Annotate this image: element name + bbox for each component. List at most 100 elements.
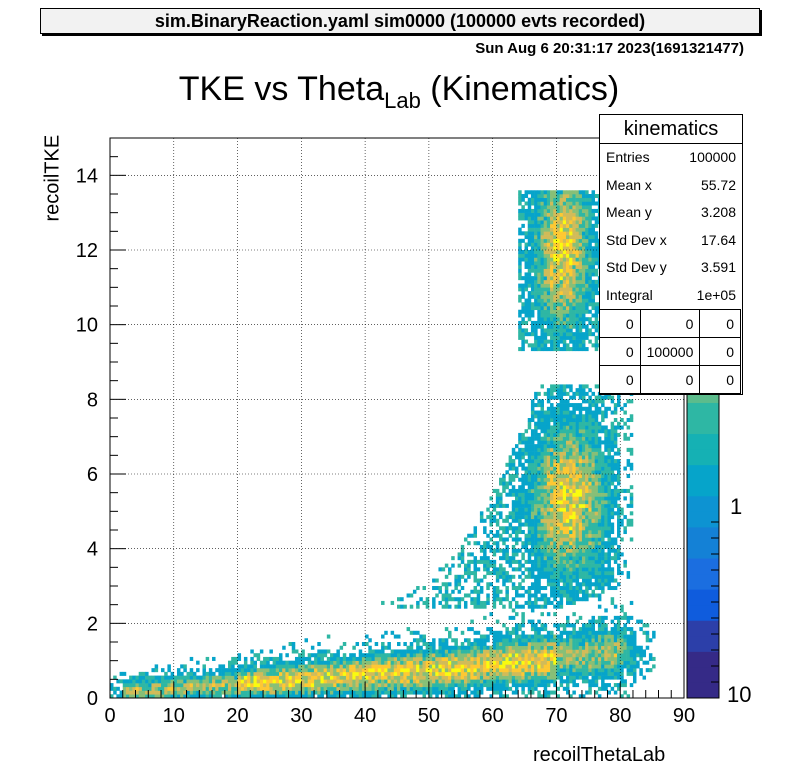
heatmap-cell (474, 590, 477, 594)
heatmap-cell (244, 664, 247, 668)
heatmap-cell (356, 642, 359, 646)
heatmap-cell (547, 216, 550, 220)
heatmap-cell (515, 496, 518, 500)
heatmap-cell (496, 657, 499, 661)
heatmap-cell (474, 638, 477, 642)
heatmap-cell (537, 661, 540, 665)
heatmap-cell (429, 653, 432, 657)
heatmap-cell (541, 399, 544, 403)
heatmap-cell (352, 691, 355, 695)
heatmap-cell (505, 545, 508, 549)
heatmap-cell (547, 672, 550, 676)
heatmap-cell (512, 537, 515, 541)
heatmap-cell (486, 635, 489, 639)
heatmap-cell (607, 537, 610, 541)
heatmap-cell (518, 295, 521, 299)
heatmap-cell (582, 336, 585, 340)
heatmap-cell (528, 474, 531, 478)
heatmap-cell (381, 661, 384, 665)
heatmap-cell (477, 567, 480, 571)
heatmap-cell (537, 638, 540, 642)
heatmap-cell (531, 623, 534, 627)
heatmap-cell (547, 198, 550, 202)
heatmap-cell (541, 489, 544, 493)
heatmap-cell (534, 500, 537, 504)
heatmap-cell (381, 668, 384, 672)
heatmap-cell (129, 676, 132, 680)
heatmap-cell (416, 601, 419, 605)
heatmap-cell (486, 564, 489, 568)
heatmap-cell (305, 676, 308, 680)
heatmap-cell (563, 291, 566, 295)
heatmap-cell (305, 691, 308, 695)
heatmap-cell (250, 683, 253, 687)
heatmap-cell (585, 418, 588, 422)
heatmap-cell (218, 687, 221, 691)
heatmap-cell (295, 683, 298, 687)
heatmap-cell (550, 526, 553, 530)
heatmap-cell (563, 302, 566, 306)
heatmap-cell (607, 534, 610, 538)
heatmap-cell (585, 455, 588, 459)
heatmap-cell (155, 668, 158, 672)
heatmap-cell (486, 515, 489, 519)
heatmap-cell (521, 213, 524, 217)
heatmap-cell (569, 216, 572, 220)
heatmap-cell (569, 243, 572, 247)
heatmap-cell (544, 500, 547, 504)
heatmap-cell (505, 661, 508, 665)
heatmap-cell (474, 653, 477, 657)
heatmap-cell (556, 257, 559, 261)
heatmap-cell (563, 593, 566, 597)
heatmap-cell (550, 414, 553, 418)
heatmap-cell (598, 549, 601, 553)
heatmap-cell (582, 508, 585, 512)
heatmap-cell (394, 687, 397, 691)
heatmap-cell (569, 332, 572, 336)
heatmap-cell (512, 586, 515, 590)
heatmap-cell (569, 549, 572, 553)
heatmap-cell (579, 291, 582, 295)
heatmap-cell (611, 541, 614, 545)
heatmap-cell (556, 582, 559, 586)
heatmap-cell (458, 646, 461, 650)
heatmap-cell (174, 691, 177, 695)
heatmap-cell (474, 541, 477, 545)
heatmap-cell (238, 687, 241, 691)
heatmap-cell (541, 198, 544, 202)
heatmap-cell (534, 422, 537, 426)
heatmap-cell (595, 317, 598, 321)
heatmap-cell (483, 646, 486, 650)
heatmap-cell (550, 679, 553, 683)
heatmap-cell (518, 448, 521, 452)
heatmap-cell (512, 452, 515, 456)
heatmap-cell (601, 534, 604, 538)
heatmap-cell (560, 306, 563, 310)
heatmap-cell (585, 668, 588, 672)
heatmap-cell (572, 205, 575, 209)
heatmap-cell (592, 332, 595, 336)
heatmap-cell (356, 672, 359, 676)
heatmap-cell (525, 590, 528, 594)
heatmap-cell (576, 209, 579, 213)
heatmap-cell (416, 672, 419, 676)
heatmap-cell (579, 280, 582, 284)
heatmap-cell (585, 478, 588, 482)
heatmap-cell (572, 564, 575, 568)
heatmap-cell (550, 425, 553, 429)
heatmap-cell (582, 213, 585, 217)
heatmap-cell (139, 687, 142, 691)
heatmap-cell (528, 455, 531, 459)
heatmap-cell (563, 493, 566, 497)
heatmap-cell (470, 642, 473, 646)
heatmap-cell (579, 474, 582, 478)
heatmap-cell (515, 635, 518, 639)
heatmap-cell (407, 657, 410, 661)
heatmap-cell (327, 668, 330, 672)
heatmap-cell (541, 261, 544, 265)
heatmap-cell (531, 306, 534, 310)
heatmap-cell (588, 672, 591, 676)
heatmap-cell (592, 190, 595, 194)
heatmap-cell (604, 414, 607, 418)
heatmap-cell (407, 683, 410, 687)
